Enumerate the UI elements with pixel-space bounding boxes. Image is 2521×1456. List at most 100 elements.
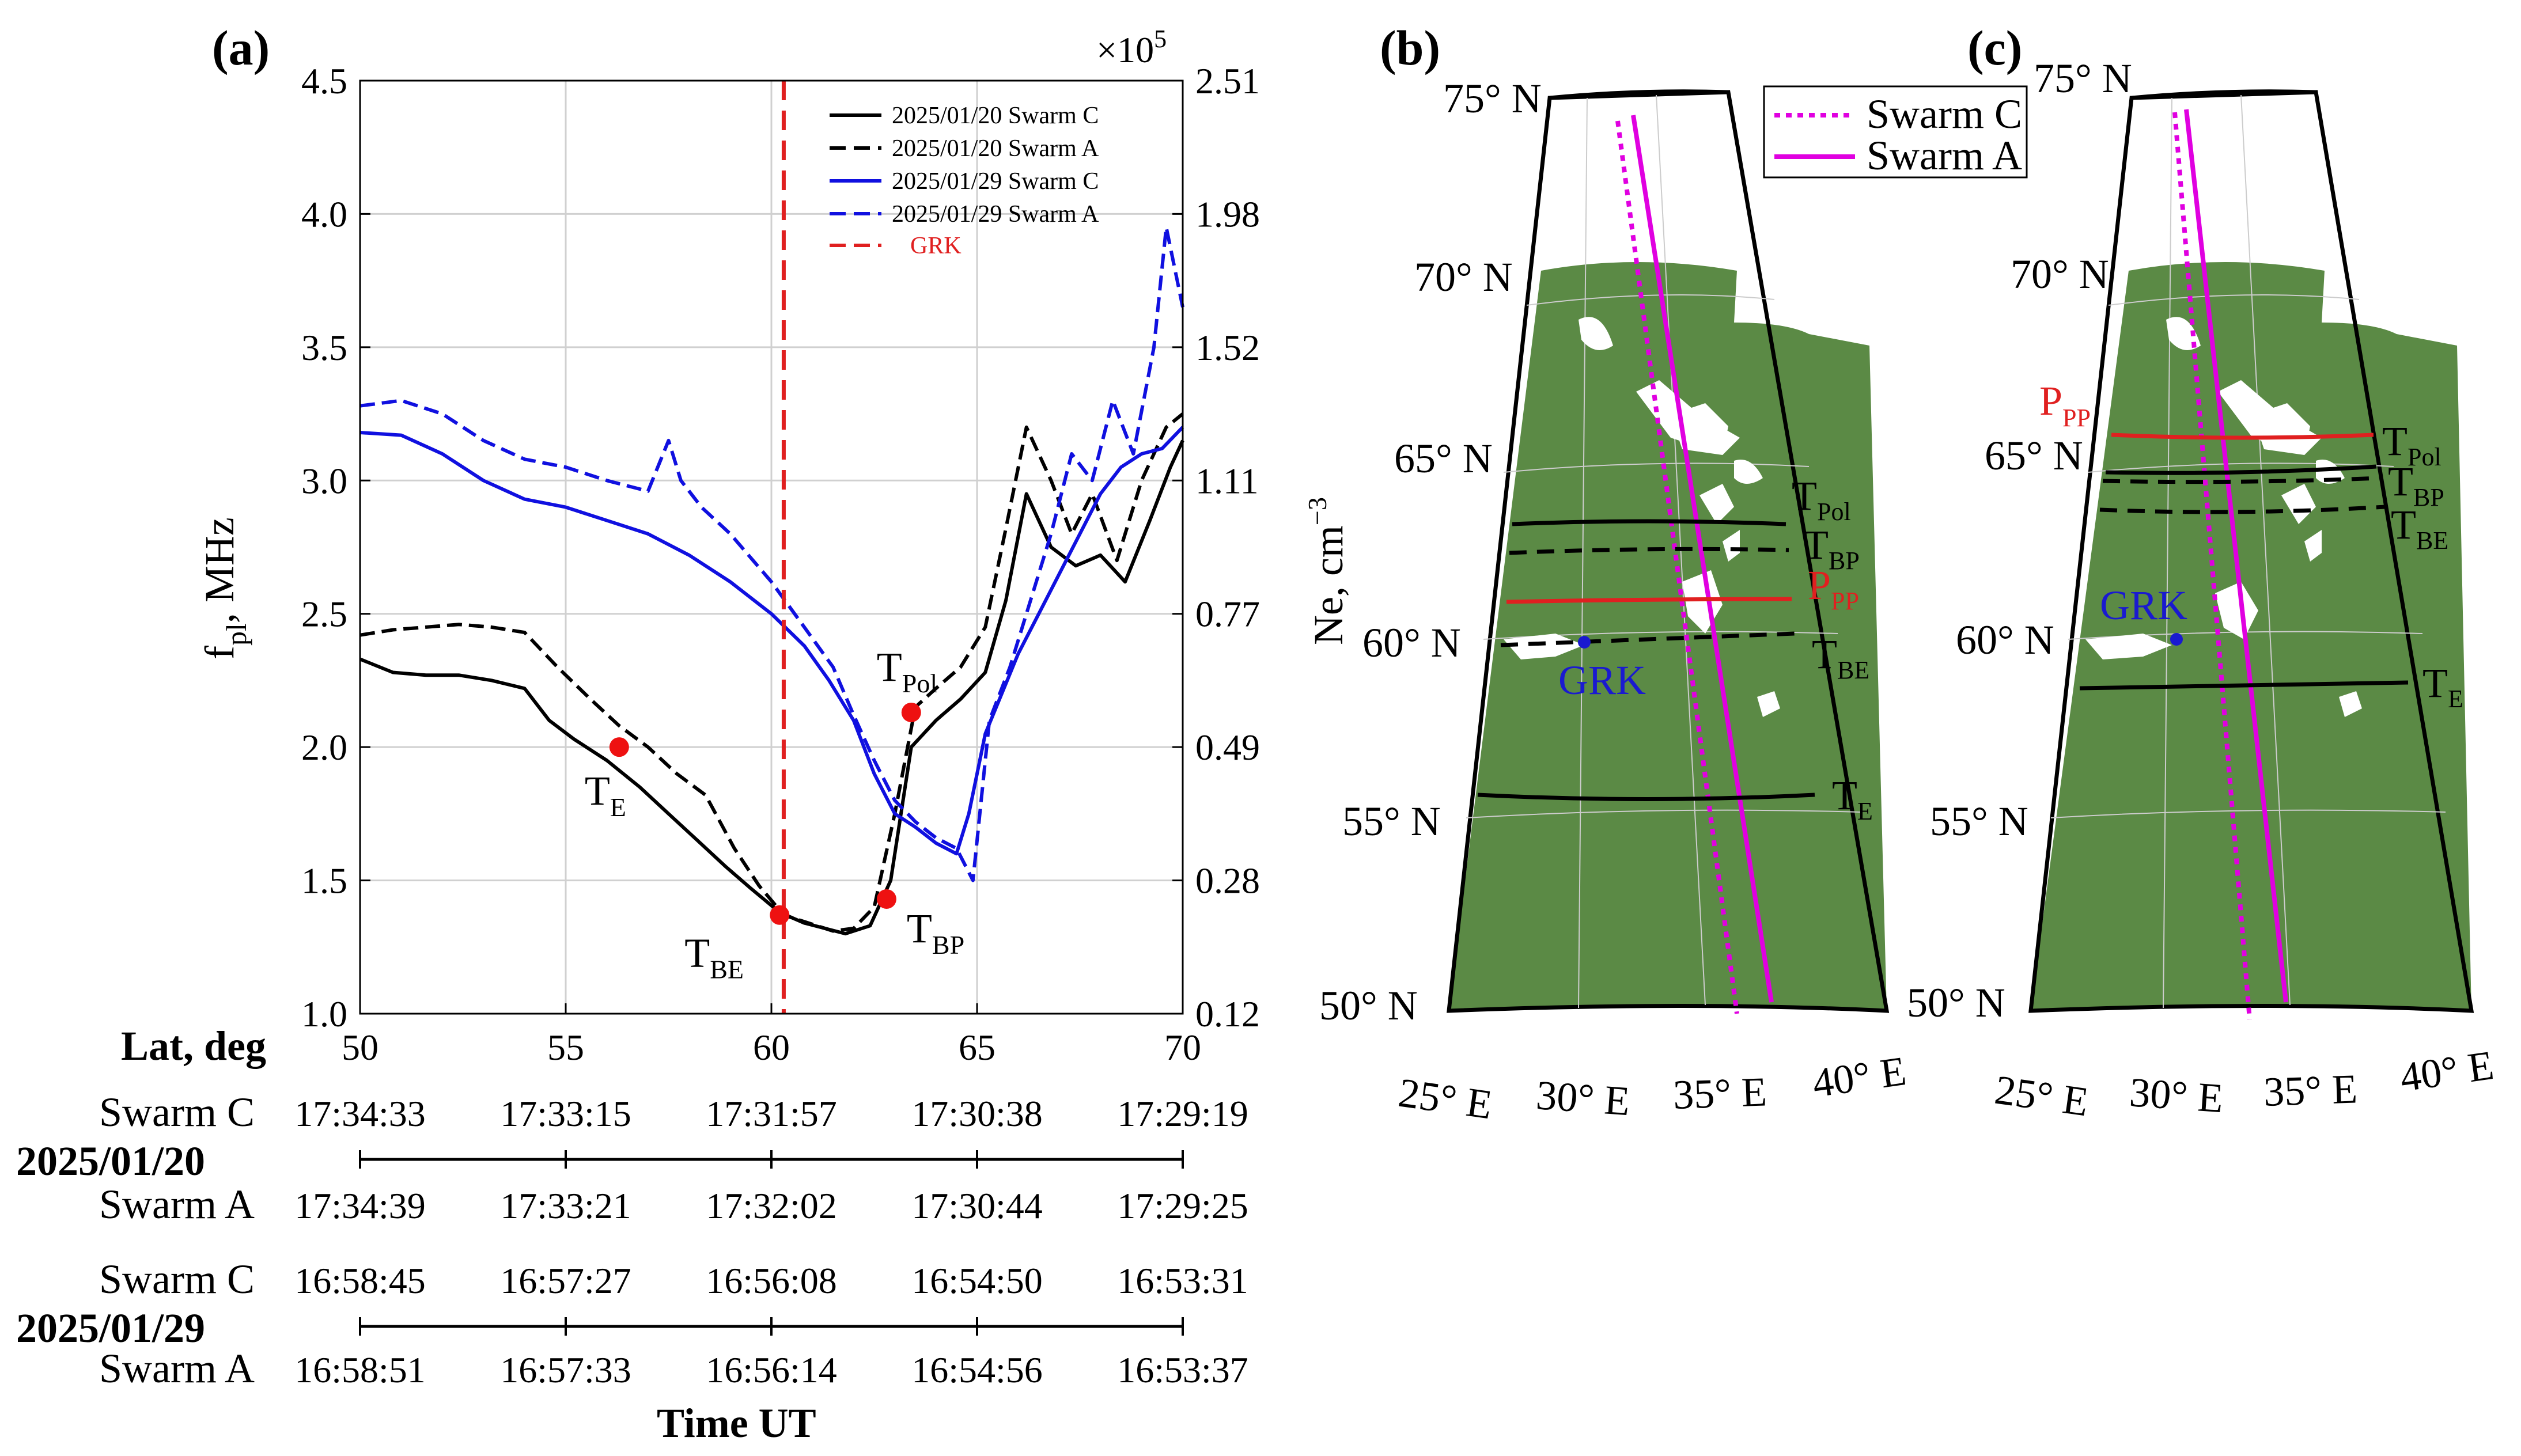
swarm-a-track-c (2184, 109, 2288, 1003)
y-tick-label: 4.5 (301, 60, 347, 101)
boundary-tbe-c (2099, 505, 2386, 514)
boundary-label-b: TE (1832, 772, 1873, 825)
swarm-a-track-b (1631, 115, 1774, 1003)
marker-point (901, 702, 921, 722)
y-axis-label: fpl, MHz (196, 517, 252, 659)
boundary-te-c (2079, 680, 2409, 691)
lat-label-c: 65° N (1985, 433, 2083, 479)
y-tick-label: 1.5 (301, 860, 347, 901)
boundary-te-b (1477, 793, 1815, 801)
boundary-label-c: PPP (2039, 378, 2091, 432)
boundary-tbp-c (2102, 476, 2380, 484)
map-sea-b (1541, 92, 1737, 271)
lon-label-c: 40° E (2397, 1042, 2496, 1101)
legend-label: 2025/01/29 Swarm A (892, 201, 1099, 227)
time-value: 16:56:08 (706, 1260, 837, 1301)
boundary-label-c: TPol (2382, 418, 2441, 471)
y2-tick-label: 0.77 (1195, 594, 1260, 635)
legend-label: GRK (910, 233, 962, 259)
grk-station-marker-c (2170, 633, 2183, 646)
lon-label-c: 25° E (1992, 1067, 2091, 1125)
y2-tick-label: 0.12 (1195, 994, 1260, 1034)
y-tick-label: 3.5 (301, 327, 347, 368)
time-value: 16:57:33 (500, 1349, 631, 1390)
time-value: 17:33:21 (500, 1185, 631, 1226)
y2-tick-label: 2.51 (1195, 60, 1260, 101)
lat-label-c: 70° N (2011, 251, 2109, 297)
time-value: 16:53:31 (1117, 1260, 1248, 1301)
lat-label-b: 60° N (1362, 620, 1461, 666)
lat-label-c: 50° N (1907, 980, 2005, 1026)
boundary-ppp-c (2111, 433, 2374, 440)
map-top-arc-b (1549, 89, 1729, 100)
y2-multiplier: ×105 (1096, 25, 1167, 70)
x-tick-label: 70 (1164, 1027, 1201, 1068)
time-value: 17:30:44 (911, 1185, 1043, 1226)
time-table: Lat, deg 50 55 60 65 70 Swarm C 2025/01/20 S… (16, 1023, 1248, 1446)
marker-point (770, 905, 790, 925)
boundary-tpol-b (1512, 519, 1786, 526)
row-sat-label: Swarm A (99, 1181, 255, 1227)
lat-label-b: 70° N (1414, 254, 1513, 300)
lon-label-b: 35° E (1672, 1068, 1767, 1118)
y2-tick-label: 1.11 (1195, 460, 1259, 501)
grk-label-b: GRK (1558, 657, 1646, 703)
time-values: 17:34:33 17:33:15 17:31:57 17:30:38 17:29:19… (294, 1093, 1248, 1390)
y2-tick-label: 0.49 (1195, 727, 1260, 768)
time-value: 16:53:37 (1117, 1349, 1248, 1390)
marker-point (876, 889, 896, 909)
legend-label-swarm-a: Swarm A (1867, 132, 2022, 179)
lat-label-b: 65° N (1394, 435, 1493, 481)
lon-label-b: 40° E (1810, 1048, 1909, 1106)
boundary-ppp-b (1506, 597, 1792, 604)
lon-label-c: 30° E (2128, 1069, 2225, 1121)
panel-label-c: (c) (1967, 20, 2022, 75)
map-b: GRK TPol TBP PPP TBE TE Swarm C Swarm A … (1319, 75, 2028, 1128)
time-value: 16:57:27 (500, 1260, 631, 1301)
map-legend-b (1763, 85, 2028, 179)
legend-label: 2025/01/20 Swarm C (892, 103, 1099, 129)
boundary-tbp-b (1509, 547, 1789, 555)
boundary-label-b: PPP (1808, 562, 1859, 615)
time-value: 16:58:51 (294, 1349, 426, 1390)
boundary-label-c: TE (2422, 660, 2463, 713)
map-frame-c (2028, 90, 2474, 1013)
row-sat-label: Swarm A (99, 1345, 255, 1391)
map-land-b (1449, 262, 1887, 1011)
y-tick-label: 4.0 (301, 194, 347, 234)
row-date-label: 2025/01/20 (16, 1138, 205, 1184)
boundary-label-b: TPol (1792, 473, 1851, 526)
time-value: 16:56:14 (706, 1349, 837, 1390)
marker-point (609, 737, 629, 757)
time-value: 17:29:19 (1117, 1093, 1248, 1134)
time-value: 17:33:15 (500, 1093, 631, 1134)
swarm-c-track-b (1615, 120, 1739, 1014)
lat-label-c: 60° N (1956, 617, 2054, 663)
boundary-label-b: TBE (1812, 631, 1869, 684)
marker-group: TE TBE TBP TPol (585, 644, 964, 984)
time-value: 17:32:02 (706, 1185, 837, 1226)
time-value: 17:34:33 (294, 1093, 426, 1134)
boundary-label-c: TBP (2388, 458, 2444, 511)
row-date-label: 2025/01/29 (16, 1305, 205, 1351)
series-line-3 (359, 225, 1184, 882)
lat-label-c: 55° N (1930, 798, 2028, 844)
grk-station-marker-b (1578, 636, 1591, 649)
boundary-label-b: TBP (1803, 522, 1860, 575)
boundary-tpol-c (2105, 464, 2377, 475)
boundary-label-c: TBE (2391, 502, 2448, 555)
time-value: 16:54:56 (911, 1349, 1043, 1390)
lat-label-b: 50° N (1319, 983, 1418, 1029)
boundary-tbe-b (1500, 631, 1795, 647)
y-tick-label: 2.5 (301, 594, 347, 635)
lat-label-c: 75° N (2034, 55, 2132, 101)
y-tick-label: 1.0 (301, 994, 347, 1034)
x-tick-label: 55 (547, 1027, 584, 1068)
series-line-2 (359, 426, 1184, 856)
legend-label: 2025/01/20 Swarm A (892, 135, 1099, 162)
y2-tick-label: 0.28 (1195, 860, 1260, 901)
marker-label: TBE (684, 930, 744, 984)
x-axis-label: Time UT (657, 1400, 816, 1446)
legend-label-swarm-c: Swarm C (1867, 91, 2022, 137)
